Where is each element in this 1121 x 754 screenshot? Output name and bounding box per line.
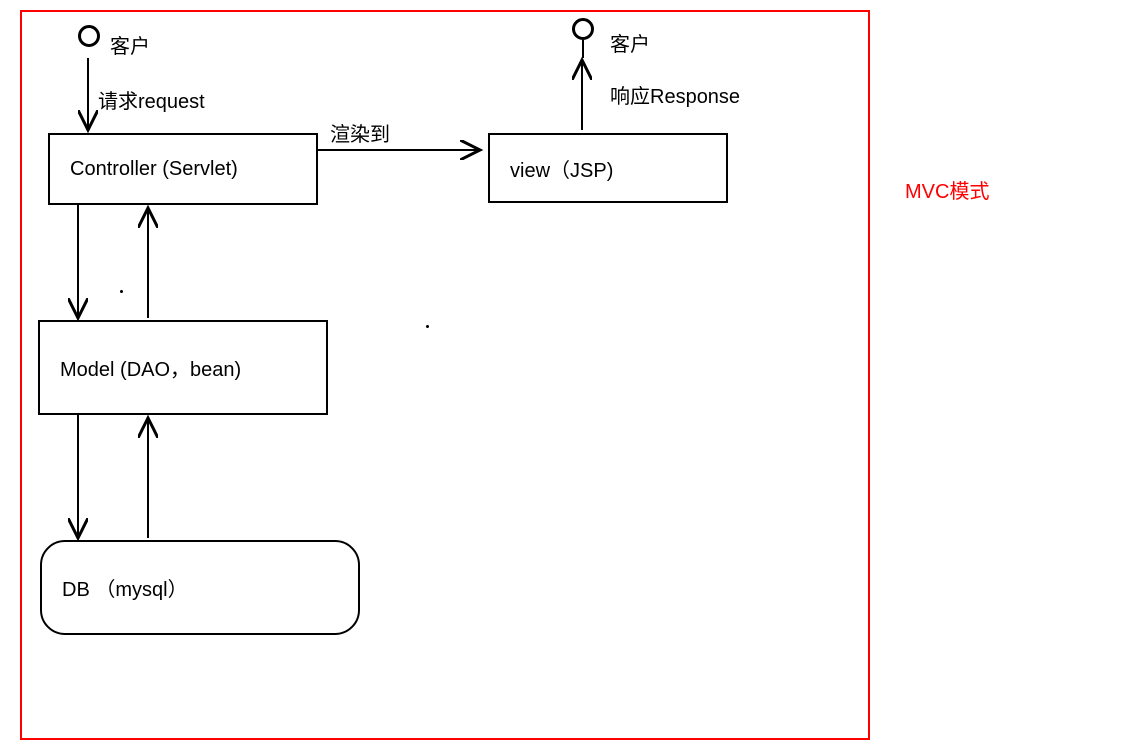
dot-2 — [426, 325, 429, 328]
edge-render-label: 渲染到 — [330, 118, 390, 147]
dot-1 — [120, 290, 123, 293]
edge-response-label: 响应Response — [610, 80, 740, 109]
edge-request-label: 请求request — [98, 85, 205, 114]
